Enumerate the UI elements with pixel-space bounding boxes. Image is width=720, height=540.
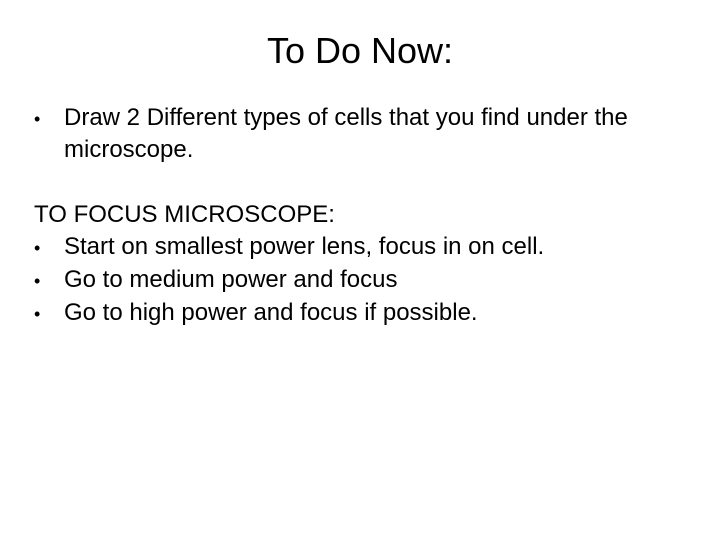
- bullet-text: Start on smallest power lens, focus in o…: [64, 231, 690, 263]
- bullet-item: • Start on smallest power lens, focus in…: [30, 231, 690, 264]
- bullet-text: Go to medium power and focus: [64, 264, 690, 296]
- section-heading: TO FOCUS MICROSCOPE:: [34, 199, 690, 231]
- slide-title: To Do Now:: [30, 30, 690, 72]
- bullet-icon: •: [34, 304, 40, 324]
- bullet-item: • Go to medium power and focus: [30, 264, 690, 297]
- bullet-icon: •: [34, 238, 40, 258]
- slide-body: • Draw 2 Different types of cells that y…: [30, 102, 690, 330]
- slide: To Do Now: • Draw 2 Different types of c…: [0, 0, 720, 540]
- bullet-text: Go to high power and focus if possible.: [64, 297, 690, 329]
- bullet-icon: •: [34, 271, 40, 291]
- bullet-item: • Go to high power and focus if possible…: [30, 297, 690, 330]
- bullet-icon: •: [34, 109, 40, 129]
- blank-line: [30, 167, 690, 199]
- section-heading-row: TO FOCUS MICROSCOPE:: [30, 199, 690, 231]
- bullet-item: • Draw 2 Different types of cells that y…: [30, 102, 690, 167]
- bullet-text: Draw 2 Different types of cells that you…: [64, 102, 690, 167]
